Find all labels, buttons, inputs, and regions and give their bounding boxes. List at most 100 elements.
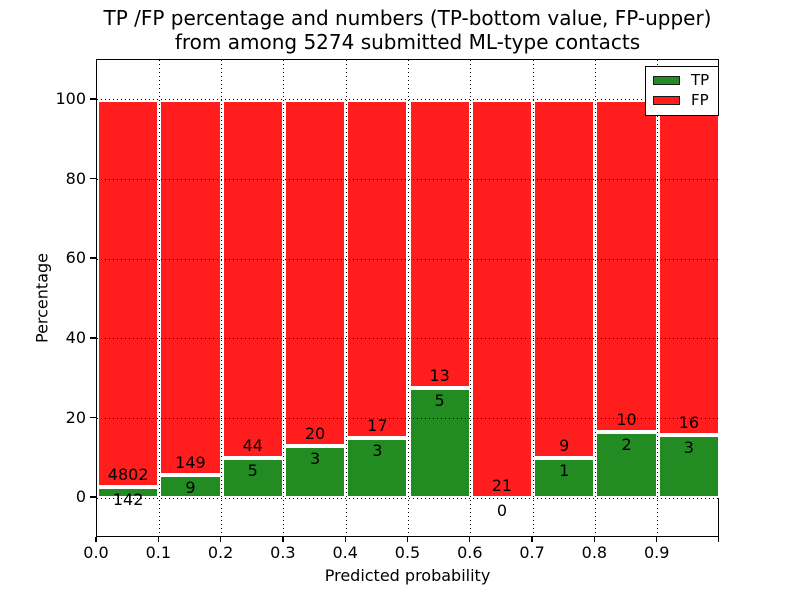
tp-count-label: 5 [434, 390, 445, 410]
tp-count-label: 2 [621, 434, 632, 454]
y-tick-mark [90, 496, 96, 498]
y-tick-label: 60 [65, 248, 86, 268]
x-tick-label: 0.9 [643, 543, 670, 562]
fp-count-label: 44 [242, 435, 263, 455]
y-tick-mark [90, 337, 96, 339]
fp-count-label: 21 [491, 476, 513, 496]
bar-fp-segment [159, 99, 222, 476]
x-tick-mark [469, 537, 471, 542]
bar-fp-segment [221, 99, 284, 458]
x-tick-mark [717, 537, 719, 542]
h-gridline [97, 258, 718, 260]
legend-label-tp: TP [691, 71, 710, 89]
tp-count-label: 1 [559, 461, 570, 481]
x-tick-label: 0.8 [581, 543, 608, 562]
bar-fp-segment [408, 99, 471, 388]
fp-count-label: 149 [175, 453, 206, 473]
x-tick-label: 0.3 [270, 543, 296, 562]
h-gridline [97, 497, 718, 499]
bar-tp-segment [346, 438, 409, 499]
h-gridline [97, 179, 718, 180]
tp-count-label: 3 [372, 441, 383, 461]
bar-tp-segment [533, 458, 596, 499]
y-tick-mark [90, 257, 96, 259]
x-tick-mark [344, 537, 346, 542]
fp-count-label: 10 [616, 409, 637, 429]
x-tick-mark [282, 537, 284, 542]
bar-fp-segment [283, 99, 347, 447]
x-tick-mark [531, 537, 533, 542]
x-tick-mark [593, 537, 596, 542]
v-gridline [158, 60, 160, 536]
bar-fp-segment [97, 99, 160, 487]
fp-count-label: 20 [304, 424, 326, 444]
fp-count-label: 13 [429, 365, 450, 385]
tp-color-swatch [653, 76, 680, 85]
tp-count-label: 9 [185, 478, 196, 498]
y-tick-label: 20 [65, 407, 86, 427]
y-tick-mark [90, 416, 96, 419]
x-tick-label: 0.0 [83, 543, 109, 562]
x-tick-label: 0.2 [207, 543, 234, 562]
v-gridline [221, 60, 223, 536]
v-gridline [470, 60, 472, 536]
fp-count-label: 17 [367, 416, 388, 436]
x-tick-mark [406, 537, 409, 542]
legend-entry-fp: FP [653, 92, 711, 109]
x-axis-label: Predicted probability [324, 566, 491, 585]
x-tick-label: 0.7 [519, 543, 545, 562]
chart-title-line1: TP /FP percentage and numbers (TP-bottom… [103, 6, 712, 30]
bar-tp-segment [221, 457, 284, 499]
tp-count-label: 3 [309, 449, 321, 469]
v-gridline [594, 60, 596, 536]
x-tick-mark [95, 537, 97, 542]
v-gridline [408, 60, 409, 536]
bar-fp-segment [346, 99, 409, 439]
bar-tp-segment [159, 475, 222, 499]
v-gridline [657, 60, 659, 536]
bar-tp-segment [408, 387, 471, 499]
bar-tp-segment [283, 446, 347, 499]
bar-fp-segment [657, 99, 720, 436]
y-tick-label: 0 [75, 487, 86, 507]
x-tick-mark [219, 537, 222, 542]
plot-area: 4802 142 149 9 44 5 20 3 17 3 13 5 21 0 9 1 10 2 16 3 [96, 59, 720, 537]
x-tick-label: 0.6 [457, 543, 483, 562]
chart-title-line2: from among 5274 submitted ML-type contac… [174, 30, 641, 54]
fp-count-label: 16 [678, 413, 700, 433]
bar-tp-segment [595, 431, 658, 499]
bar-tp-segment [97, 486, 160, 499]
bar-fp-segment [470, 99, 534, 499]
legend: TP FP [645, 66, 719, 116]
tp-count-label: 142 [112, 489, 144, 509]
legend-label-fp: FP [691, 91, 709, 109]
v-gridline [345, 60, 347, 536]
bar-tp-segment [657, 435, 720, 499]
fp-count-label: 4802 [107, 464, 149, 484]
tp-count-label: 0 [496, 501, 508, 521]
tp-count-label: 5 [247, 460, 258, 480]
x-tick-mark [157, 537, 159, 542]
v-gridline [283, 60, 285, 536]
v-gridline [532, 60, 534, 536]
chart-title: TP /FP percentage and numbers (TP-bottom… [96, 6, 719, 54]
h-gridline [97, 338, 718, 340]
y-axis-label: Percentage [32, 252, 52, 344]
x-tick-mark [656, 537, 658, 542]
x-tick-label: 0.5 [394, 543, 421, 562]
y-tick-mark [90, 177, 96, 180]
fp-color-swatch [653, 96, 680, 105]
bar-fp-segment [533, 99, 596, 459]
legend-entry-tp: TP [653, 72, 711, 89]
x-tick-label: 0.1 [145, 543, 172, 562]
h-gridline [97, 99, 718, 101]
y-tick-mark [90, 98, 96, 100]
y-tick-label: 40 [65, 327, 86, 347]
y-tick-label: 100 [55, 88, 86, 108]
y-tick-label: 80 [65, 168, 86, 188]
tp-count-label: 3 [683, 438, 694, 458]
fp-count-label: 9 [559, 436, 570, 456]
bar-fp-segment [595, 99, 658, 432]
x-tick-label: 0.4 [332, 543, 358, 562]
